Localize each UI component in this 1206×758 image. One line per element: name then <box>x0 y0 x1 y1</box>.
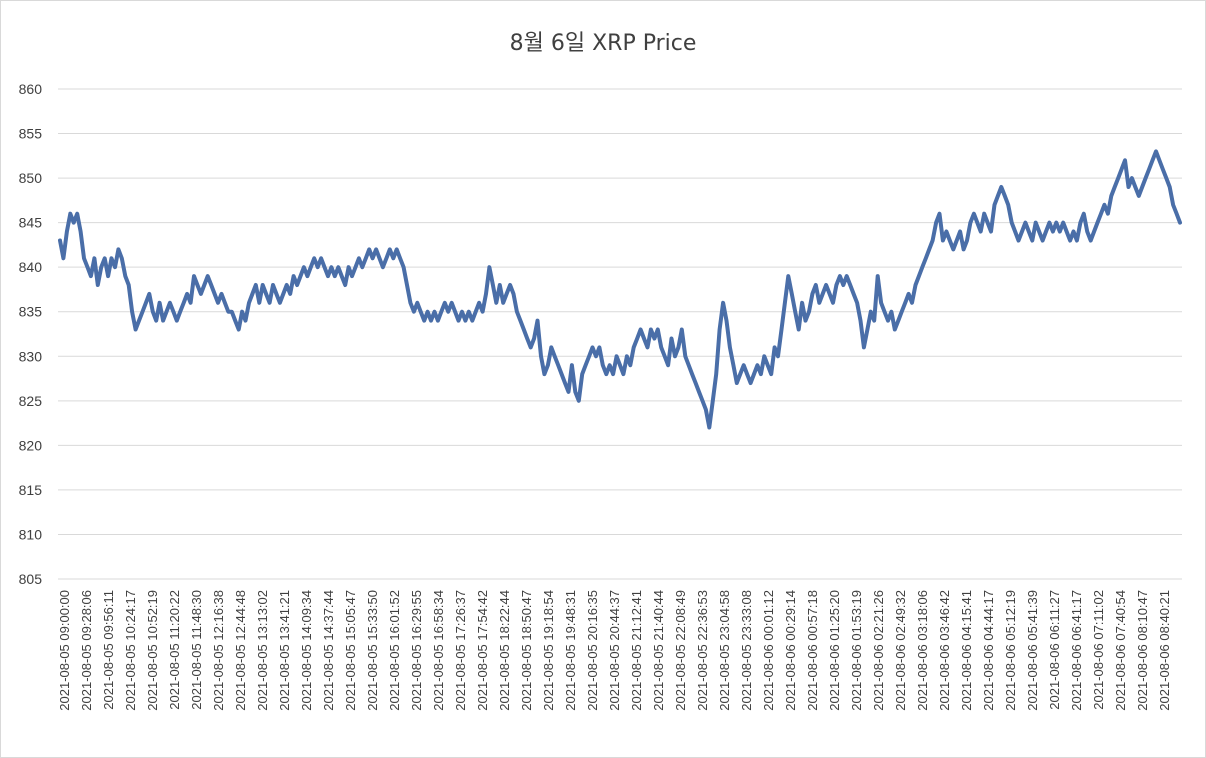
x-axis-tick-labels: 2021-08-05 09:00:00 2021-08-05 09:28:06 20… <box>57 590 1172 711</box>
x-tick-label: 2021-08-05 19:48:31 <box>563 590 578 711</box>
x-tick-label: 2021-08-06 03:18:06 <box>915 590 930 711</box>
x-tick-label: 2021-08-05 13:41:21 <box>277 590 292 711</box>
x-tick-label: 2021-08-05 14:37:44 <box>321 590 336 711</box>
x-tick-label: 2021-08-05 20:16:35 <box>585 590 600 711</box>
x-tick-label: 2021-08-05 15:05:47 <box>343 590 358 711</box>
x-tick-label: 2021-08-06 02:49:32 <box>893 590 908 711</box>
y-tick-label: 830 <box>19 348 43 364</box>
x-tick-label: 2021-08-06 06:11:27 <box>1047 590 1062 710</box>
x-tick-label: 2021-08-05 09:56:11 <box>101 590 116 710</box>
y-axis-tick-labels: 805 810 815 820 825 830 835 840 845 850 855 860 <box>19 81 43 587</box>
x-tick-label: 2021-08-05 10:24:17 <box>123 590 138 711</box>
chart-title: 8월 6일 XRP Price <box>510 31 697 56</box>
price-series-line <box>58 149 1182 430</box>
x-tick-label: 2021-08-05 22:08:49 <box>673 590 688 711</box>
x-tick-label: 2021-08-06 07:40:54 <box>1113 590 1128 711</box>
x-tick-label: 2021-08-06 06:41:17 <box>1069 590 1084 711</box>
x-tick-label: 2021-08-05 10:52:19 <box>145 590 160 711</box>
y-tick-label: 825 <box>19 393 43 409</box>
x-tick-label: 2021-08-06 07:11:02 <box>1091 590 1106 710</box>
x-tick-label: 2021-08-05 19:18:54 <box>541 590 556 711</box>
x-tick-label: 2021-08-05 23:04:58 <box>717 590 732 711</box>
y-tick-label: 835 <box>19 304 43 320</box>
y-tick-label: 805 <box>19 571 43 587</box>
x-tick-label: 2021-08-05 12:44:48 <box>233 590 248 711</box>
x-tick-label: 2021-08-06 04:44:17 <box>981 590 996 711</box>
x-tick-label: 2021-08-06 03:46:42 <box>937 590 952 711</box>
y-tick-label: 845 <box>19 215 43 231</box>
x-tick-label: 2021-08-06 08:10:47 <box>1135 590 1150 711</box>
x-tick-label: 2021-08-06 00:57:18 <box>805 590 820 711</box>
x-tick-label: 2021-08-06 04:15:41 <box>959 590 974 711</box>
x-tick-label: 2021-08-06 08:40:21 <box>1157 590 1172 711</box>
y-tick-label: 840 <box>19 259 43 275</box>
y-tick-label: 820 <box>19 437 43 453</box>
x-tick-label: 2021-08-06 01:53:19 <box>849 590 864 711</box>
x-tick-label: 2021-08-06 05:41:39 <box>1025 590 1040 711</box>
x-tick-label: 2021-08-05 17:54:42 <box>475 590 490 711</box>
x-tick-label: 2021-08-05 14:09:34 <box>299 590 314 711</box>
x-tick-label: 2021-08-05 16:29:55 <box>409 590 424 711</box>
x-tick-label: 2021-08-05 20:44:37 <box>607 590 622 711</box>
x-tick-label: 2021-08-05 21:12:41 <box>629 590 644 711</box>
x-tick-label: 2021-08-05 18:22:44 <box>497 590 512 711</box>
x-tick-label: 2021-08-06 02:21:26 <box>871 590 886 711</box>
x-tick-label: 2021-08-05 23:33:08 <box>739 590 754 711</box>
x-tick-label: 2021-08-05 18:50:47 <box>519 590 534 711</box>
x-tick-label: 2021-08-05 15:33:50 <box>365 590 380 711</box>
x-tick-label: 2021-08-05 22:36:53 <box>695 590 710 711</box>
x-tick-label: 2021-08-05 09:28:06 <box>79 590 94 711</box>
y-tick-label: 850 <box>19 170 43 186</box>
y-tick-label: 855 <box>19 126 43 142</box>
x-tick-label: 2021-08-05 09:00:00 <box>57 590 72 711</box>
y-tick-label: 810 <box>19 526 43 542</box>
x-tick-label: 2021-08-06 00:29:14 <box>783 590 798 711</box>
x-tick-label: 2021-08-05 17:26:37 <box>453 590 468 711</box>
x-tick-label: 2021-08-05 16:01:52 <box>387 590 402 711</box>
x-tick-label: 2021-08-05 16:58:34 <box>431 590 446 711</box>
x-tick-label: 2021-08-06 00:01:12 <box>761 590 776 711</box>
x-tick-label: 2021-08-05 11:20:22 <box>167 590 182 710</box>
x-tick-label: 2021-08-06 01:25:20 <box>827 590 842 711</box>
x-tick-label: 2021-08-06 05:12:19 <box>1003 590 1018 711</box>
x-tick-label: 2021-08-05 11:48:30 <box>189 590 204 710</box>
y-tick-label: 815 <box>19 482 43 498</box>
gridlines <box>58 88 1182 580</box>
x-tick-label: 2021-08-05 21:40:44 <box>651 590 666 711</box>
x-tick-label: 2021-08-05 12:16:38 <box>211 590 226 711</box>
y-tick-label: 860 <box>19 81 43 97</box>
x-tick-label: 2021-08-05 13:13:02 <box>255 590 270 711</box>
